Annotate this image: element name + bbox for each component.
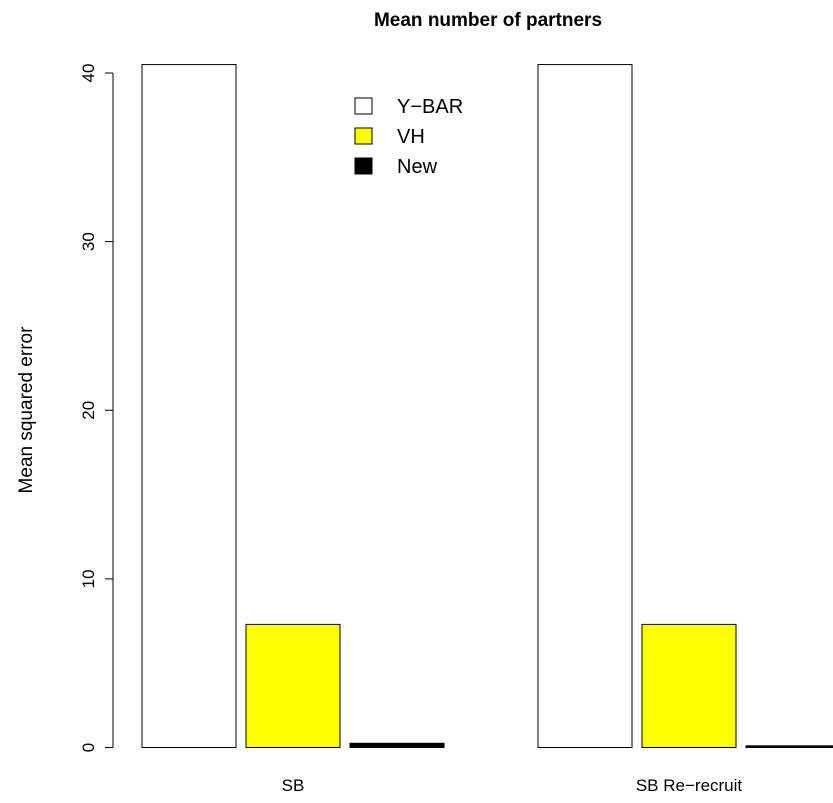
legend-swatch xyxy=(354,127,373,145)
y-tick-label: 40 xyxy=(79,64,98,83)
y-axis-label: Mean squared error xyxy=(16,326,37,494)
legend-swatch xyxy=(354,97,373,115)
y-tick-label: 0 xyxy=(79,743,98,752)
legend-label: VH xyxy=(397,126,425,148)
legend-label: Y−BAR xyxy=(397,96,463,118)
y-tick-label: 10 xyxy=(79,569,98,588)
legend: Y−BAR VH New xyxy=(354,96,463,178)
bar xyxy=(745,745,833,748)
chart-title: Mean number of partners xyxy=(374,10,602,31)
bar xyxy=(141,64,237,749)
bar xyxy=(349,742,445,748)
legend-label: New xyxy=(397,156,438,178)
x-tick-label: SB Re−recruit xyxy=(636,776,743,795)
y-axis: 0 10 20 30 40 xyxy=(79,64,114,752)
y-tick-label: 30 xyxy=(79,232,98,251)
bars xyxy=(141,64,833,749)
bar xyxy=(245,623,341,748)
x-tick-label: SB xyxy=(282,776,305,795)
y-tick-label: 20 xyxy=(79,401,98,420)
legend-swatch xyxy=(354,157,373,175)
bar xyxy=(641,623,737,748)
bar xyxy=(537,64,633,749)
x-axis-labels: SB SB Re−recruit xyxy=(282,776,743,795)
